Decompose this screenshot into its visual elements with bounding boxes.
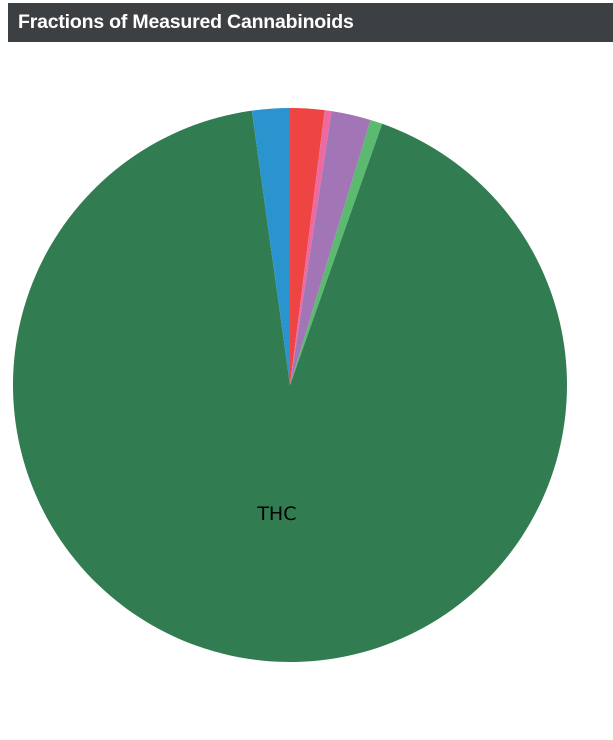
pie-slice-6 [251,108,290,385]
pie-slice-1 [290,108,325,385]
pie-slice-2 [290,110,332,386]
pie-slice-4 [290,119,383,386]
chart-title-bar: Fractions of Measured Cannabinoids [8,3,613,42]
pie-slice-thc [12,110,567,662]
pie-slices [12,108,567,662]
chart-title: Fractions of Measured Cannabinoids [18,11,354,33]
slice-label-thc: THC [256,503,296,525]
pie-slice-3 [290,111,371,385]
pie-labels: THC [256,503,296,525]
